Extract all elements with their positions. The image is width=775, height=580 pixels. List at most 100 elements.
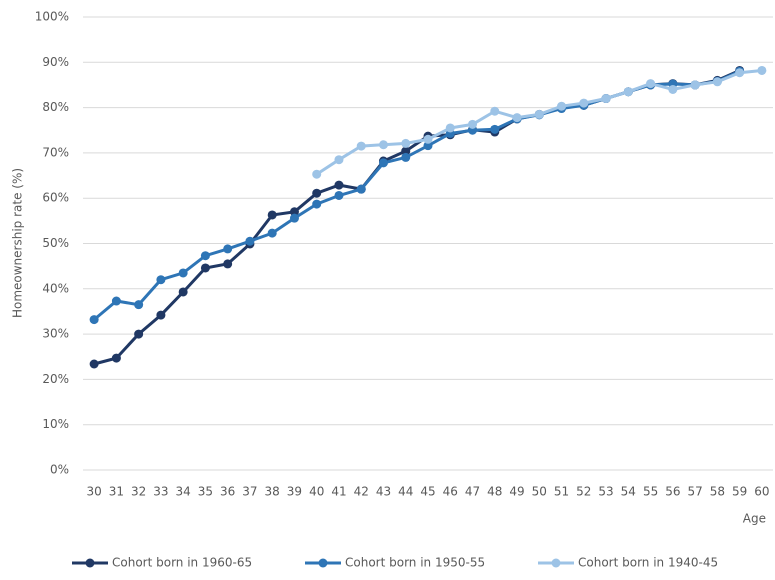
legend-label: Cohort born in 1960-65 [112, 556, 252, 570]
data-point [557, 101, 567, 111]
data-point [646, 79, 656, 89]
data-point [423, 134, 433, 144]
x-tick-label: 33 [153, 485, 168, 499]
x-tick-label: 50 [532, 485, 547, 499]
y-tick-label: 70% [42, 145, 69, 159]
x-tick-label: 53 [598, 485, 613, 499]
data-point [623, 87, 633, 97]
data-point [111, 296, 121, 306]
x-tick-label: 36 [220, 485, 235, 499]
x-tick-label: 47 [465, 485, 480, 499]
y-tick-label: 90% [42, 55, 69, 69]
x-tick-label: 37 [242, 485, 257, 499]
data-point [401, 152, 411, 162]
data-point [490, 106, 500, 116]
x-tick-label: 30 [86, 485, 101, 499]
y-tick-label: 0% [50, 463, 69, 477]
x-tick-label: 39 [287, 485, 302, 499]
data-point [312, 199, 322, 209]
data-point [200, 251, 210, 261]
x-tick-label: 55 [643, 485, 658, 499]
y-tick-label: 60% [42, 191, 69, 205]
data-point [89, 315, 99, 325]
legend-label: Cohort born in 1950-55 [345, 556, 485, 570]
data-point [334, 190, 344, 200]
data-point [267, 228, 277, 238]
data-point [312, 188, 322, 198]
x-tick-label: 59 [732, 485, 747, 499]
series-line [93, 69, 741, 366]
x-tick-label: 49 [509, 485, 524, 499]
data-point [690, 80, 700, 90]
data-point [356, 184, 366, 194]
data-point [468, 119, 478, 129]
data-point [356, 141, 366, 151]
data-point [223, 244, 233, 254]
data-point [178, 287, 188, 297]
y-tick-label: 10% [42, 417, 69, 431]
legend-marker [551, 558, 561, 568]
data-point [111, 353, 121, 363]
data-point [423, 141, 433, 151]
data-point [512, 113, 522, 123]
x-axis-label: Age [743, 512, 766, 526]
data-point [156, 310, 166, 320]
x-tick-label: 57 [687, 485, 702, 499]
data-point [178, 268, 188, 278]
x-tick-label: 41 [331, 485, 346, 499]
data-point [134, 300, 144, 310]
x-tick-label: 45 [420, 485, 435, 499]
x-tick-label: 40 [309, 485, 324, 499]
x-tick-label: 52 [576, 485, 591, 499]
y-tick-label: 80% [42, 100, 69, 114]
data-point [156, 275, 166, 285]
data-point [312, 169, 322, 179]
x-tick-label: 43 [376, 485, 391, 499]
data-point [245, 236, 255, 246]
data-point [134, 329, 144, 339]
legend-marker [318, 558, 328, 568]
data-point [401, 138, 411, 148]
x-tick-label: 32 [131, 485, 146, 499]
x-tick-label: 48 [487, 485, 502, 499]
y-tick-label: 20% [42, 372, 69, 386]
data-point [267, 210, 277, 220]
x-tick-label: 54 [621, 485, 636, 499]
data-point [223, 259, 233, 269]
data-point [401, 146, 411, 156]
x-tick-label: 60 [754, 485, 769, 499]
x-tick-label: 51 [554, 485, 569, 499]
data-point [289, 207, 299, 217]
x-tick-label: 31 [109, 485, 124, 499]
data-point [334, 155, 344, 165]
data-point [668, 84, 678, 94]
data-point [445, 123, 455, 133]
x-tick-label: 35 [198, 485, 213, 499]
data-point [378, 158, 388, 168]
data-point [579, 98, 589, 108]
x-tick-label: 46 [443, 485, 458, 499]
x-tick-label: 56 [665, 485, 680, 499]
x-tick-label: 42 [354, 485, 369, 499]
data-point [735, 68, 745, 78]
legend-marker [85, 558, 95, 568]
x-tick-label: 44 [398, 485, 413, 499]
y-tick-label: 30% [42, 327, 69, 341]
data-point [378, 140, 388, 150]
x-tick-label: 34 [176, 485, 191, 499]
y-axis-label: Homeownership rate (%) [11, 168, 25, 318]
y-tick-label: 40% [42, 281, 69, 295]
data-point [200, 263, 210, 273]
data-point [334, 180, 344, 190]
data-point [289, 213, 299, 223]
data-point [601, 94, 611, 104]
data-point [757, 65, 767, 75]
x-tick-label: 58 [710, 485, 725, 499]
y-tick-label: 50% [42, 236, 69, 250]
x-tick-label: 38 [265, 485, 280, 499]
data-point [490, 124, 500, 134]
data-point [534, 109, 544, 119]
legend-label: Cohort born in 1940-45 [578, 556, 718, 570]
data-point [89, 359, 99, 369]
